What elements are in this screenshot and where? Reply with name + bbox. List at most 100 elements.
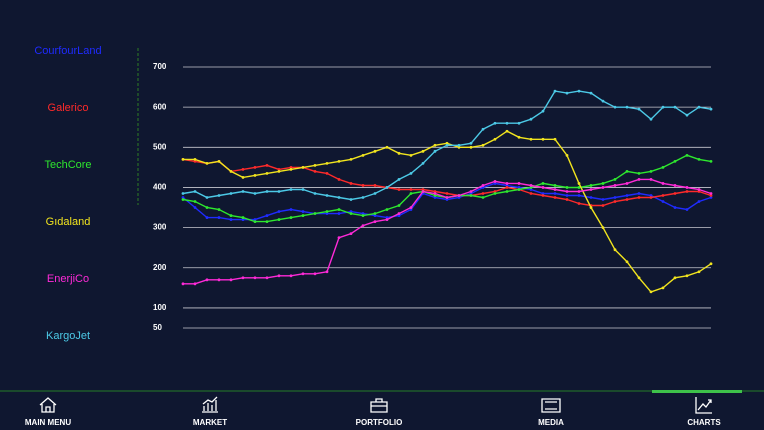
point: [277, 190, 281, 193]
point: [529, 192, 533, 195]
point: [481, 143, 485, 147]
legend-entry[interactable]: KargoJet: [46, 330, 90, 342]
point: [445, 192, 449, 195]
point: [637, 172, 641, 175]
point: [613, 178, 617, 181]
point: [217, 208, 221, 211]
point: [553, 188, 557, 191]
point: [217, 159, 221, 163]
point: [361, 153, 365, 157]
point: [397, 151, 401, 155]
point: [289, 208, 293, 211]
point: [709, 194, 713, 197]
point: [337, 159, 341, 163]
point: [337, 212, 341, 215]
point: [589, 184, 593, 187]
point: [397, 214, 401, 217]
nav-label[interactable]: MAIN MENU: [25, 418, 71, 427]
point: [301, 272, 305, 276]
point: [385, 208, 389, 211]
point: [337, 208, 341, 211]
point: [661, 200, 665, 203]
point: [685, 274, 689, 278]
point: [481, 184, 485, 187]
point: [277, 170, 281, 173]
nav-label[interactable]: PORTFOLIO: [356, 418, 403, 427]
legend-entry[interactable]: Gıdaland: [46, 216, 91, 228]
point: [241, 276, 245, 280]
point: [709, 262, 713, 266]
point: [685, 186, 689, 189]
point: [397, 188, 401, 191]
legend-entry[interactable]: Galerico: [48, 102, 89, 114]
active-tab-indicator: [652, 390, 742, 393]
point: [649, 117, 653, 121]
point: [577, 186, 581, 189]
point: [373, 220, 377, 223]
point: [517, 188, 521, 191]
point: [193, 200, 197, 203]
point: [505, 129, 509, 133]
point: [241, 190, 245, 193]
point: [421, 188, 425, 191]
point: [301, 210, 305, 213]
point: [541, 194, 545, 197]
legend-entry[interactable]: EnerjiCo: [47, 273, 89, 285]
point: [361, 214, 365, 217]
point: [469, 192, 473, 195]
point: [289, 188, 293, 191]
point: [181, 198, 185, 201]
point: [541, 192, 545, 195]
point: [277, 218, 281, 221]
point: [505, 121, 509, 125]
point: [673, 206, 677, 209]
point: [397, 178, 401, 181]
point: [493, 121, 497, 125]
point: [301, 188, 305, 191]
point: [337, 196, 341, 199]
point: [589, 91, 593, 95]
point: [409, 188, 413, 191]
point: [649, 170, 653, 173]
point: [481, 196, 485, 199]
point: [469, 194, 473, 197]
legend-entry[interactable]: CourfourLand: [34, 45, 101, 57]
point: [697, 157, 701, 161]
point: [433, 143, 437, 147]
point: [481, 127, 485, 131]
point: [601, 99, 605, 103]
point: [277, 167, 281, 171]
point: [325, 212, 329, 215]
point: [553, 137, 557, 141]
point: [253, 174, 257, 177]
nav-label[interactable]: MARKET: [193, 418, 227, 427]
point: [205, 206, 209, 209]
point: [205, 216, 209, 219]
point: [565, 91, 569, 95]
point: [397, 204, 401, 207]
point: [493, 190, 497, 193]
point: [601, 186, 605, 189]
point: [265, 220, 269, 223]
point: [433, 194, 437, 197]
portfolio-icon: [370, 398, 388, 413]
point: [361, 196, 365, 199]
point: [229, 218, 233, 221]
point: [553, 184, 557, 187]
point: [493, 182, 497, 185]
nav-label[interactable]: CHARTS: [687, 418, 721, 427]
point: [505, 186, 509, 189]
point: [433, 149, 437, 153]
point: [601, 182, 605, 185]
point: [709, 107, 713, 111]
point: [697, 105, 701, 109]
point: [709, 159, 713, 163]
point: [265, 172, 269, 175]
point: [697, 270, 701, 274]
nav-label[interactable]: MEDIA: [538, 418, 564, 427]
point: [349, 210, 353, 213]
legend-entry[interactable]: TechCore: [44, 159, 91, 171]
charts-icon: [695, 397, 712, 414]
point: [265, 276, 269, 280]
